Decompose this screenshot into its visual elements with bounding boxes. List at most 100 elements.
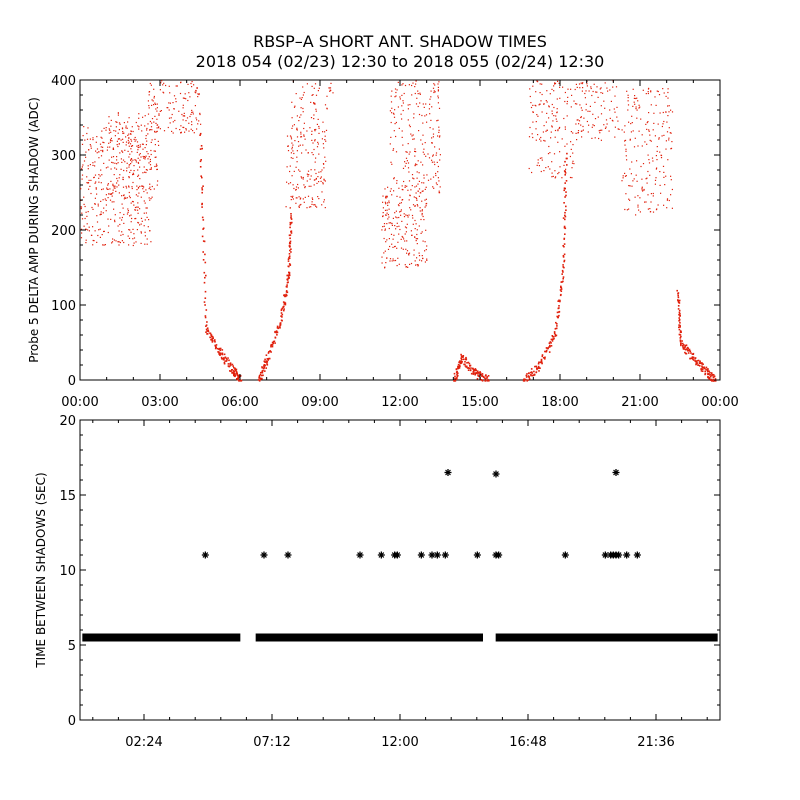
top-data-point (303, 134, 305, 136)
top-data-point (121, 127, 124, 129)
top-data-point (121, 219, 123, 221)
top-data-point (462, 355, 465, 357)
top-data-point (122, 138, 124, 140)
bottom-data-point (377, 551, 385, 559)
top-data-point (635, 108, 637, 110)
top-data-point (146, 129, 148, 131)
top-data-point (289, 245, 291, 247)
top-data-point (663, 120, 665, 123)
top-data-point (466, 367, 469, 369)
top-data-point (279, 327, 281, 329)
top-data-point (86, 223, 88, 225)
top-data-point (636, 180, 638, 182)
top-data-point (415, 151, 417, 153)
top-data-point (644, 201, 646, 203)
top-data-point (681, 340, 683, 342)
top-data-point (152, 100, 154, 102)
top-data-point (532, 111, 534, 113)
top-data-point (416, 171, 418, 173)
top-data-point (582, 125, 584, 128)
top-data-point (553, 115, 555, 117)
top-data-point (387, 186, 389, 188)
top-data-point (258, 379, 261, 382)
top-data-point (437, 165, 439, 168)
top-data-point (289, 234, 292, 236)
top-data-point (425, 114, 428, 116)
top-data-point (289, 264, 291, 266)
top-data-point (565, 180, 568, 182)
top-data-point (540, 100, 542, 102)
top-data-point (107, 188, 109, 190)
top-data-point (274, 336, 277, 339)
top-data-point (132, 159, 134, 161)
top-data-point (149, 230, 151, 232)
top-data-point (487, 375, 490, 377)
top-data-point (623, 131, 625, 133)
top-data-point (128, 145, 130, 147)
top-data-point (594, 101, 596, 103)
top-data-point (391, 222, 393, 224)
top-data-point (128, 191, 130, 194)
top-data-point (414, 205, 416, 207)
top-data-point (404, 186, 406, 188)
top-data-point (108, 225, 110, 227)
top-data-point (438, 107, 441, 109)
top-data-point (127, 121, 129, 123)
top-data-point (421, 114, 423, 117)
top-data-point (294, 140, 296, 142)
top-data-point (683, 348, 685, 350)
top-data-point (455, 368, 458, 370)
top-data-point (130, 148, 132, 150)
top-data-point (144, 231, 146, 233)
top-data-point (652, 129, 654, 131)
bottom-baseline-band (495, 633, 718, 642)
top-data-point (304, 196, 306, 198)
top-data-point (564, 145, 566, 147)
top-data-point (157, 127, 160, 129)
top-data-point (88, 188, 90, 190)
top-data-point (148, 94, 150, 96)
top-data-point (407, 143, 409, 145)
top-data-point (525, 376, 528, 378)
top-data-point (616, 116, 618, 118)
top-data-point (119, 217, 121, 219)
top-data-point (559, 289, 562, 291)
top-data-point (214, 347, 217, 350)
top-data-point (421, 260, 423, 262)
top-data-point (101, 174, 103, 176)
top-data-point (458, 364, 461, 367)
top-data-point (633, 101, 635, 103)
top-data-point (557, 141, 559, 143)
top-data-point (410, 133, 412, 135)
top-data-point (624, 125, 626, 127)
top-data-point (529, 126, 531, 129)
top-data-point (322, 182, 324, 184)
top-data-point (414, 164, 416, 166)
chart-subtitle: 2018 054 (02/23) 12:30 to 2018 055 (02/2… (196, 52, 605, 71)
top-data-point (199, 166, 202, 168)
top-data-point (390, 188, 392, 190)
top-y-tick-label: 100 (51, 299, 76, 314)
top-data-point (200, 123, 202, 125)
top-data-point (685, 352, 688, 355)
top-data-point (121, 128, 124, 130)
top-data-point (261, 371, 263, 373)
top-data-point (130, 214, 132, 216)
top-data-point (114, 135, 116, 137)
top-data-point (663, 92, 665, 94)
top-data-point (438, 126, 440, 128)
top-data-point (702, 363, 704, 365)
top-data-point (535, 105, 537, 107)
top-data-point (678, 317, 680, 319)
top-data-point (590, 86, 592, 88)
top-data-point (684, 344, 687, 347)
top-data-point (592, 113, 594, 115)
top-data-point (687, 347, 689, 350)
top-data-point (87, 127, 89, 129)
top-data-point (140, 217, 143, 219)
top-data-point (677, 294, 679, 297)
top-data-point (530, 368, 533, 370)
top-data-point (437, 171, 439, 173)
top-data-point (460, 360, 462, 363)
top-data-point (122, 233, 124, 236)
